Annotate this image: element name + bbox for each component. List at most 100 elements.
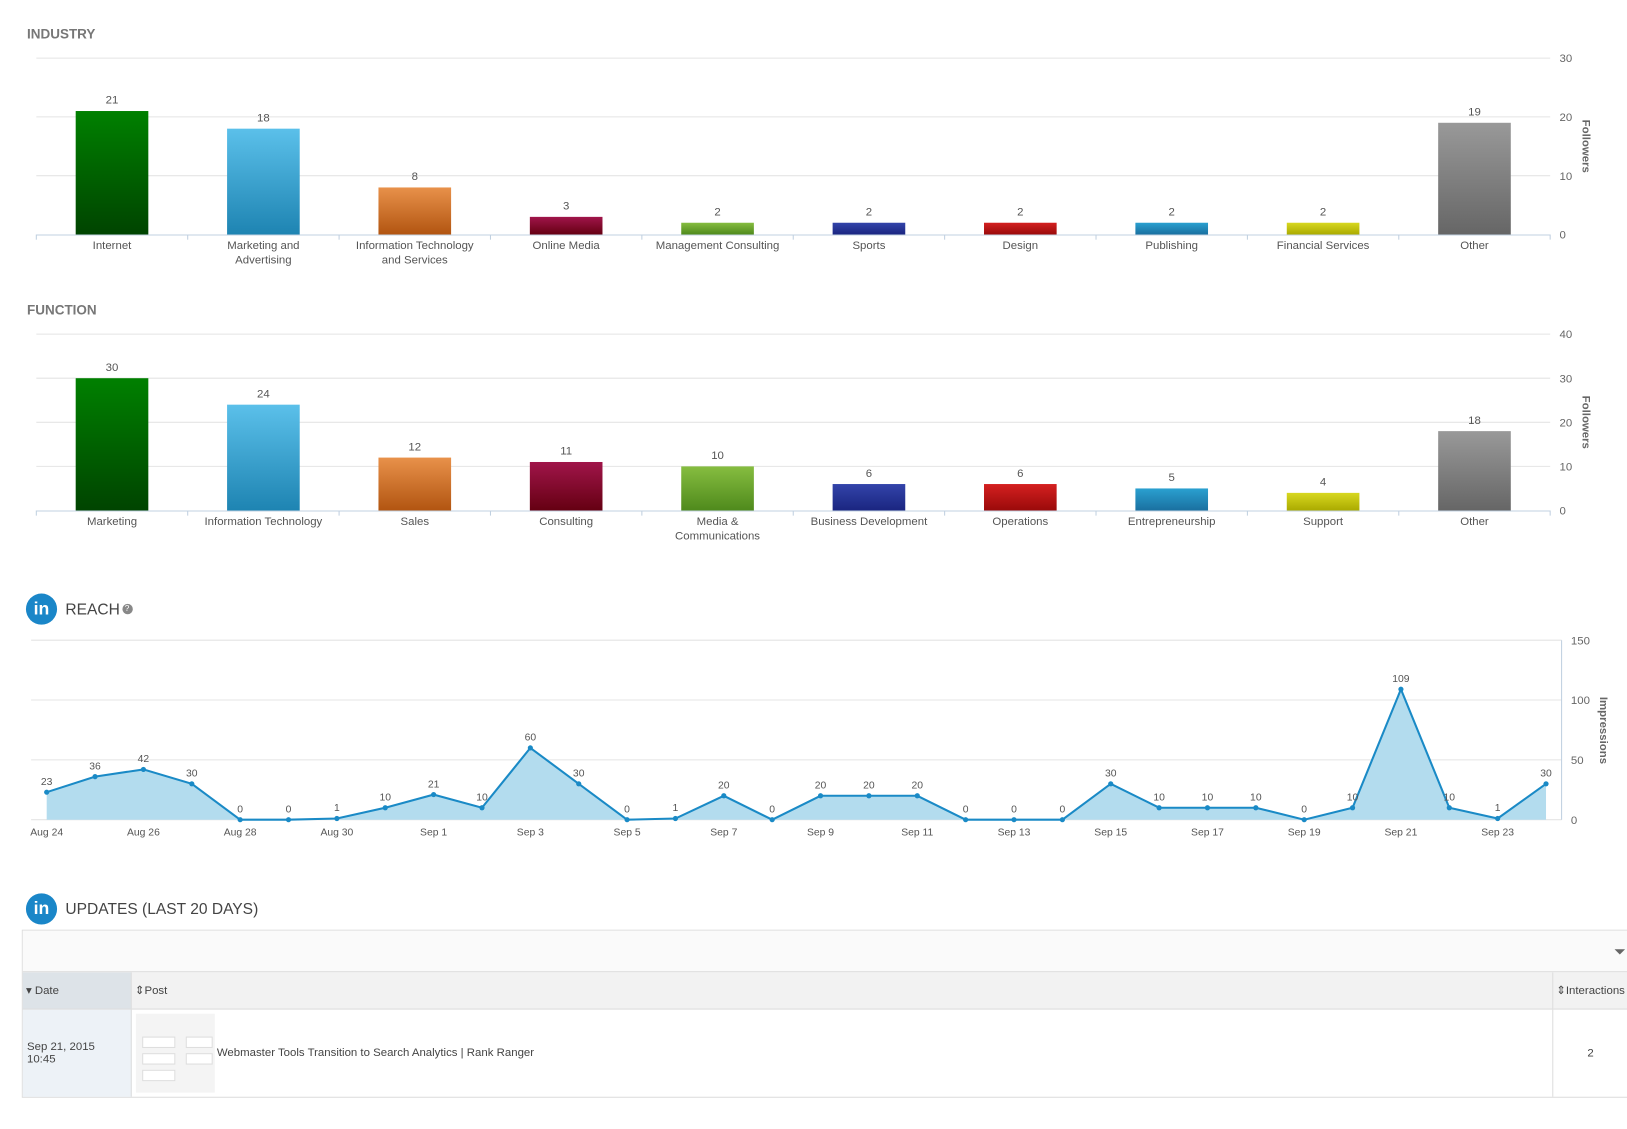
data-point (963, 817, 969, 823)
data-point (189, 781, 195, 787)
data-point (479, 805, 485, 811)
column-header-date[interactable]: ▾ Date (22, 972, 132, 1010)
data-point (1349, 805, 1356, 811)
bar (75, 378, 149, 511)
bar (832, 484, 906, 511)
data-label: 10 (1250, 792, 1262, 803)
bar (75, 111, 149, 235)
function-chart: 0 10 20 30 40 Followers 30 Marketing 24 Informati… (35, 329, 1591, 543)
bar (1286, 222, 1360, 235)
x-tick-label: Business Development (811, 516, 928, 528)
y-tick-label: 0 (1560, 506, 1566, 518)
x-tick-label: Sep 7 (710, 827, 737, 838)
data-label: 1 (673, 803, 679, 814)
data-label: 0 (1011, 804, 1017, 815)
post-thumbnail[interactable] (135, 1013, 215, 1093)
table-toolbar: ⏷ (22, 930, 1627, 973)
data-point (866, 793, 872, 799)
data-point (769, 817, 775, 823)
data-label: 4 (1320, 477, 1327, 489)
data-point (1543, 781, 1549, 787)
data-label: 60 (525, 733, 537, 744)
bar (378, 187, 452, 235)
x-tick-label: Communications (675, 531, 760, 543)
bar (1286, 492, 1360, 511)
bar (1135, 222, 1209, 235)
x-tick-label: Sep 5 (614, 827, 641, 838)
x-tick-label: Internet (93, 240, 133, 252)
x-tick-label: Support (1303, 516, 1344, 528)
x-tick-label: Sep 21 (1385, 827, 1418, 838)
x-tick-label: Advertising (235, 255, 291, 267)
data-label: 6 (866, 468, 872, 480)
linkedin-icon: in (25, 893, 58, 925)
data-point (1253, 805, 1259, 811)
x-tick-label: Sep 23 (1481, 827, 1514, 838)
data-point (817, 793, 824, 799)
x-tick-label: Sep 13 (998, 827, 1031, 838)
data-label: 30 (106, 362, 119, 374)
data-point (1301, 817, 1307, 823)
post-link[interactable]: Webmaster Tools Transition to Search Ana… (216, 1046, 535, 1060)
data-label: 2 (1169, 206, 1175, 218)
time-text: 10:45 (26, 1053, 56, 1066)
data-label: 20 (815, 781, 827, 792)
data-label: 21 (428, 779, 440, 790)
function-title: FUNCTION (26, 301, 97, 318)
table-row[interactable]: Sep 21, 2015 10:45 Webmaster Tools Transi… (22, 1009, 1627, 1097)
filter-icon[interactable]: ⏷ (1614, 943, 1626, 960)
data-label: 0 (237, 804, 243, 815)
y-tick-label: 0 (1571, 815, 1577, 827)
x-tick-label: Other (1460, 516, 1489, 528)
x-tick-label: Entrepreneurship (1128, 516, 1216, 528)
data-label: 6 (1017, 468, 1023, 480)
x-tick-label: Operations (992, 516, 1048, 528)
data-label: 2 (866, 206, 872, 218)
data-label: 10 (711, 450, 724, 462)
data-label: 20 (912, 781, 924, 792)
x-tick-label: Information Technology (356, 240, 474, 252)
data-point (1398, 686, 1404, 692)
data-label: 30 (186, 769, 198, 780)
x-tick-label: Financial Services (1277, 240, 1370, 252)
x-tick-label: Sep 9 (807, 827, 834, 838)
data-label: 23 (41, 777, 53, 788)
x-tick-label: Information Technology (205, 516, 323, 528)
x-tick-label: and Services (382, 255, 448, 267)
y-tick-label: 10 (1560, 462, 1573, 474)
x-tick-label: Publishing (1145, 240, 1198, 252)
date-text: Sep 21, 2015 (26, 1040, 95, 1054)
bar (984, 484, 1057, 511)
y-axis-title: Impressions (1597, 697, 1609, 764)
x-tick-label: Aug 30 (320, 827, 353, 838)
data-point (382, 805, 388, 811)
data-label: 18 (1468, 415, 1481, 427)
x-tick-label: Sep 1 (420, 827, 447, 838)
data-label: 1 (334, 803, 340, 814)
column-header-interactions[interactable]: ⇕Interactions (1552, 972, 1627, 1010)
updates-header: in UPDATES (LAST 20 DAYS) (25, 893, 258, 925)
x-tick-label: Other (1460, 240, 1489, 252)
column-label: Post (144, 984, 168, 998)
help-icon[interactable]: ? (121, 603, 133, 615)
data-label: 3 (563, 201, 569, 213)
reach-title: REACH (65, 600, 120, 618)
area-fill (46, 689, 1547, 820)
column-header-post[interactable]: ⇕Post (131, 972, 1554, 1010)
bar (227, 404, 300, 511)
y-tick-label: 0 (1560, 230, 1566, 242)
data-label: 21 (106, 95, 119, 107)
reach-header: in REACH ? (25, 593, 133, 625)
data-label: 5 (1169, 472, 1175, 484)
x-tick-label: Design (1003, 240, 1039, 252)
data-label: 0 (286, 804, 292, 815)
data-point (721, 793, 727, 799)
data-label: 2 (1017, 206, 1023, 218)
post-cell: Webmaster Tools Transition to Search Ana… (131, 1009, 1554, 1097)
x-tick-label: Aug 26 (127, 827, 160, 838)
data-label: 10 (1202, 792, 1214, 803)
data-label: 18 (257, 112, 270, 124)
bar (832, 222, 906, 235)
data-point (1011, 817, 1017, 823)
